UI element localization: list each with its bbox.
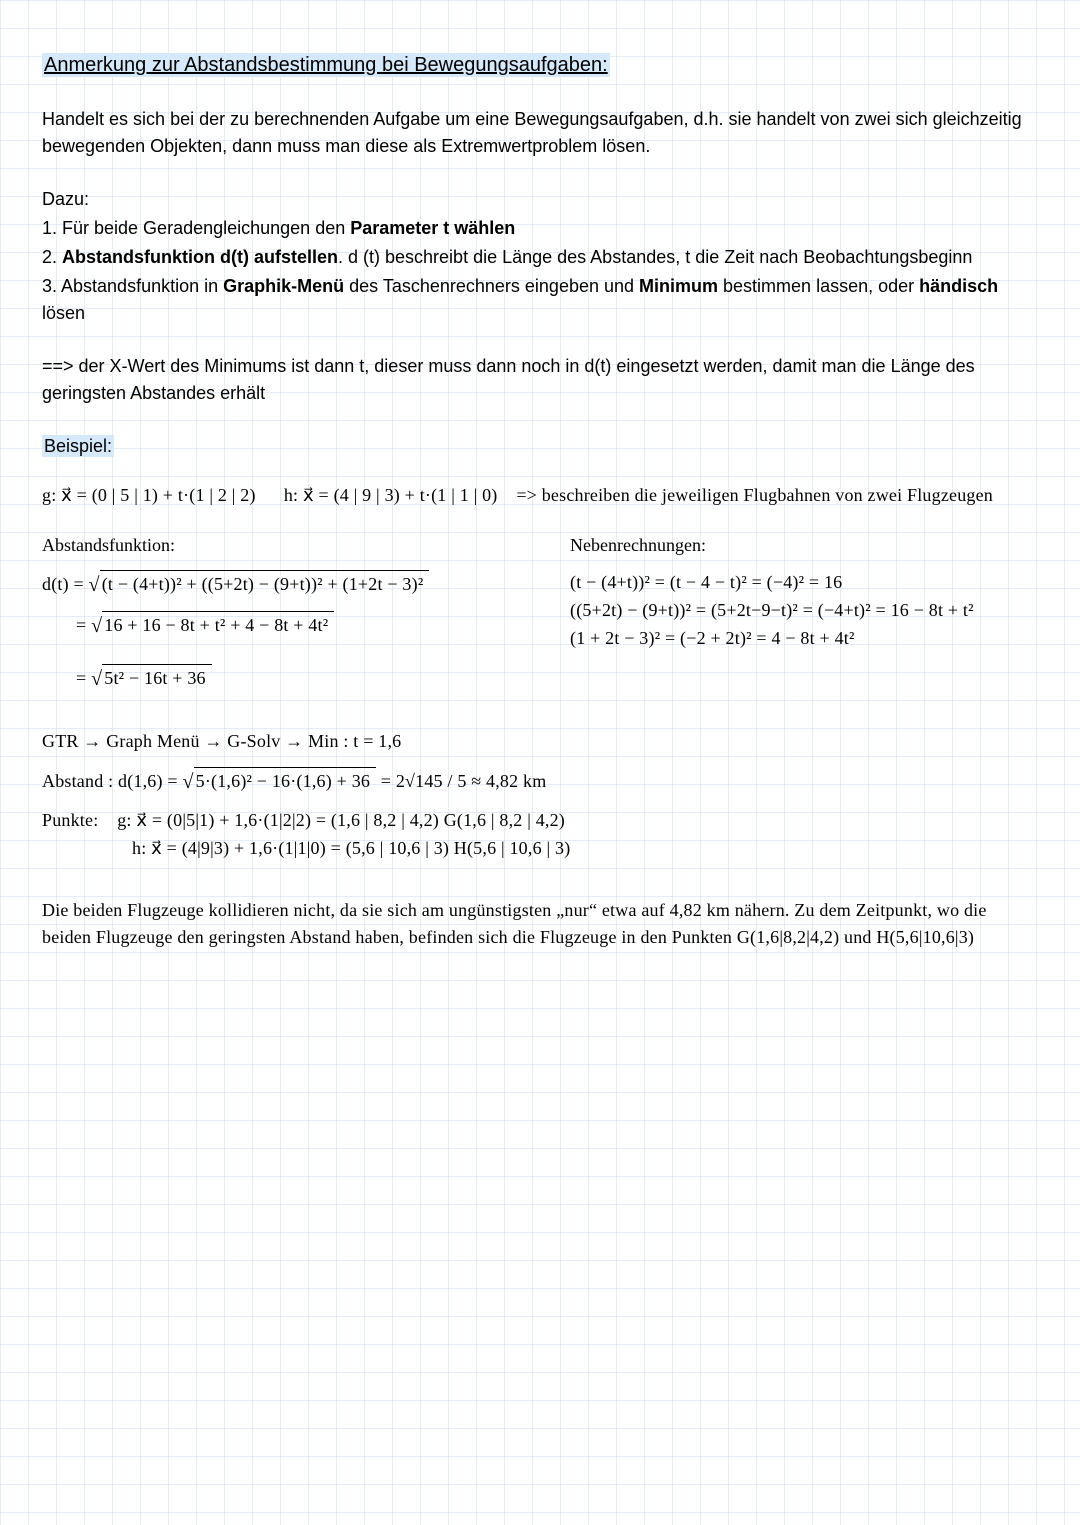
- step3-bold-d: Minimum: [639, 276, 718, 296]
- example-label: Beispiel:: [42, 435, 114, 457]
- neben-line-2: ((5+2t) − (9+t))² = (5+2t−9−t)² = (−4+t)…: [570, 597, 1038, 625]
- d-line-1: d(t) = √(t − (4+t))² + ((5+2t) − (9+t))²…: [42, 569, 510, 600]
- distance-function-col: d(t) = √(t − (4+t))² + ((5+2t) − (9+t))²…: [42, 569, 510, 694]
- step3-text-e: bestimmen lassen, oder: [718, 276, 919, 296]
- step3-text-a: 3. Abstandsfunktion in: [42, 276, 223, 296]
- d-line-2: = √16 + 16 − 8t + t² + 4 − 8t + 4t²: [76, 610, 510, 641]
- d1-root: (t − (4+t))² + ((5+2t) − (9+t))² + (1+2t…: [100, 570, 430, 599]
- dazu-label: Dazu:: [42, 186, 1038, 213]
- punkte-g: g: x⃗ = (0|5|1) + 1,6·(1|2|2) = (1,6 | 8…: [117, 810, 565, 830]
- d-line-3: = √5t² − 16t + 36: [76, 663, 510, 694]
- d2-root: 16 + 16 − 8t + t² + 4 − 8t + 4t²: [102, 611, 334, 640]
- eq-h: h: x⃗ = (4 | 9 | 3) + t·(1 | 1 | 0): [284, 485, 498, 505]
- d3-prefix: =: [76, 668, 91, 688]
- example-label-wrap: Beispiel:: [42, 433, 1038, 460]
- neben-line-1: (t − (4+t))² = (t − 4 − t)² = (−4)² = 16: [570, 569, 1038, 597]
- step-2: 2. Abstandsfunktion d(t) aufstellen. d (…: [42, 244, 1038, 271]
- punkte-h-line: h: x⃗ = (4|9|3) + 1,6·(1|1|0) = (5,6 | 1…: [132, 835, 1038, 863]
- eq-g: g: x⃗ = (0 | 5 | 1) + t·(1 | 2 | 2): [42, 485, 256, 505]
- radical-icon: √: [182, 771, 193, 793]
- step3-bold-f: händisch: [919, 276, 998, 296]
- d3-root: 5t² − 16t + 36: [102, 664, 212, 693]
- step3-bold-b: Graphik-Menü: [223, 276, 344, 296]
- step2-bold: Abstandsfunktion d(t) aufstellen: [62, 247, 338, 267]
- nebenrechnungen-label: Nebenrechnungen:: [570, 532, 1038, 559]
- radical-icon: √: [89, 574, 100, 596]
- conclusion: Die beiden Flugzeuge kollidieren nicht, …: [42, 897, 1038, 953]
- neben-line-3: (1 + 2t − 3)² = (−2 + 2t)² = 4 − 8t + 4t…: [570, 625, 1038, 653]
- step2-text-c: . d (t) beschreibt die Länge des Abstand…: [338, 247, 972, 267]
- radical-icon: √: [91, 615, 102, 637]
- abstand-result: Abstand : d(1,6) = √5·(1,6)² − 16·(1,6) …: [42, 766, 1038, 797]
- abst-res-prefix: Abstand : d(1,6) =: [42, 771, 182, 791]
- title-text: Anmerkung zur Abstandsbestimmung bei Bew…: [42, 53, 610, 77]
- step3-text-c: des Taschenrechners eingeben und: [344, 276, 639, 296]
- abst-res-tail: = 2√145 / 5 ≈ 4,82 km: [376, 771, 546, 791]
- intro-paragraph: Handelt es sich bei der zu berechnenden …: [42, 106, 1038, 160]
- punkte-block: Punkte: g: x⃗ = (0|5|1) + 1,6·(1|2|2) = …: [42, 807, 1038, 835]
- eq-desc: => beschreiben die jeweiligen Flugbahnen…: [516, 485, 993, 505]
- step-3: 3. Abstandsfunktion in Graphik-Menü des …: [42, 273, 1038, 327]
- step1-bold: Parameter t wählen: [350, 218, 515, 238]
- step-1: 1. Für beide Geradengleichungen den Para…: [42, 215, 1038, 242]
- punkte-label: Punkte:: [42, 810, 98, 830]
- equations-line: g: x⃗ = (0 | 5 | 1) + t·(1 | 2 | 2) h: x…: [42, 482, 1038, 510]
- d2-prefix: =: [76, 615, 91, 635]
- gtr-line: GTR → Graph Menü → G-Solv → Min : t = 1,…: [42, 728, 1038, 756]
- radical-icon: √: [91, 668, 102, 690]
- d1-prefix: d(t) =: [42, 574, 89, 594]
- step1-text-a: 1. Für beide Geradengleichungen den: [42, 218, 350, 238]
- step3-text-g: lösen: [42, 303, 85, 323]
- side-calc-col: (t − (4+t))² = (t − 4 − t)² = (−4)² = 16…: [570, 569, 1038, 694]
- page-title: Anmerkung zur Abstandsbestimmung bei Bew…: [42, 50, 1038, 80]
- abst-res-root: 5·(1,6)² − 16·(1,6) + 36: [194, 767, 376, 796]
- result-hint: ==> der X-Wert des Minimums ist dann t, …: [42, 353, 1038, 407]
- abstandsfunktion-label: Abstandsfunktion:: [42, 532, 510, 559]
- step2-text-a: 2.: [42, 247, 62, 267]
